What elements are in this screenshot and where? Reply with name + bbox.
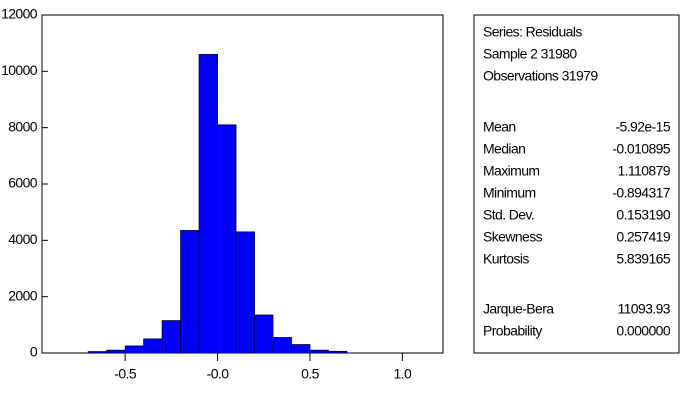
y-tick-label: 4000 <box>8 231 38 247</box>
stat-value: -5.92e-15 <box>615 119 670 135</box>
stat-label: Probability <box>483 323 542 339</box>
y-tick-label: 8000 <box>8 118 38 134</box>
bar <box>291 344 311 354</box>
stats-header: Sample 2 31980 <box>483 46 577 62</box>
stat-label: Mean <box>483 119 516 135</box>
stats-box <box>473 14 680 354</box>
stat-label: Jarque-Bera <box>483 301 554 317</box>
stat-label: Kurtosis <box>483 251 529 267</box>
stat-label: Std. Dev. <box>483 207 534 223</box>
x-tick-label: -0.5 <box>114 366 137 382</box>
x-tick-label: 0.5 <box>301 366 319 382</box>
bar <box>143 338 163 354</box>
y-tick-label: 0 <box>30 344 38 360</box>
stat-value: 0.153190 <box>616 207 670 223</box>
stat-value: 0.257419 <box>616 229 670 245</box>
bar <box>124 345 145 354</box>
bar <box>235 231 255 354</box>
stat-value: 11093.93 <box>617 301 670 317</box>
x-tick-label: 1.0 <box>394 366 412 382</box>
stat-value: -0.010895 <box>612 141 670 157</box>
bar <box>180 230 200 354</box>
bar <box>254 314 274 354</box>
bar <box>106 349 126 354</box>
stats-header: Observations 31979 <box>483 68 598 84</box>
stat-label: Minimum <box>483 185 536 201</box>
bar <box>328 350 348 354</box>
stat-label: Maximum <box>483 163 539 179</box>
stat-value: -0.894317 <box>612 185 670 201</box>
y-tick-label: 12000 <box>1 6 38 22</box>
y-tick-label: 10000 <box>1 62 38 78</box>
bar <box>87 351 108 354</box>
bar <box>309 349 329 354</box>
y-tick-label: 6000 <box>8 175 38 191</box>
stat-value: 1.110879 <box>617 163 670 179</box>
bar <box>217 124 237 354</box>
bar <box>198 54 218 354</box>
bar <box>272 337 292 354</box>
stat-value: 0.000000 <box>616 323 670 339</box>
stat-label: Skewness <box>483 229 543 245</box>
stat-label: Median <box>483 141 525 157</box>
stat-value: 5.839165 <box>616 251 670 267</box>
bar <box>161 320 181 354</box>
y-tick-label: 2000 <box>8 287 38 303</box>
stats-header: Series: Residuals <box>483 24 582 40</box>
x-tick-label: -0.0 <box>207 366 230 382</box>
